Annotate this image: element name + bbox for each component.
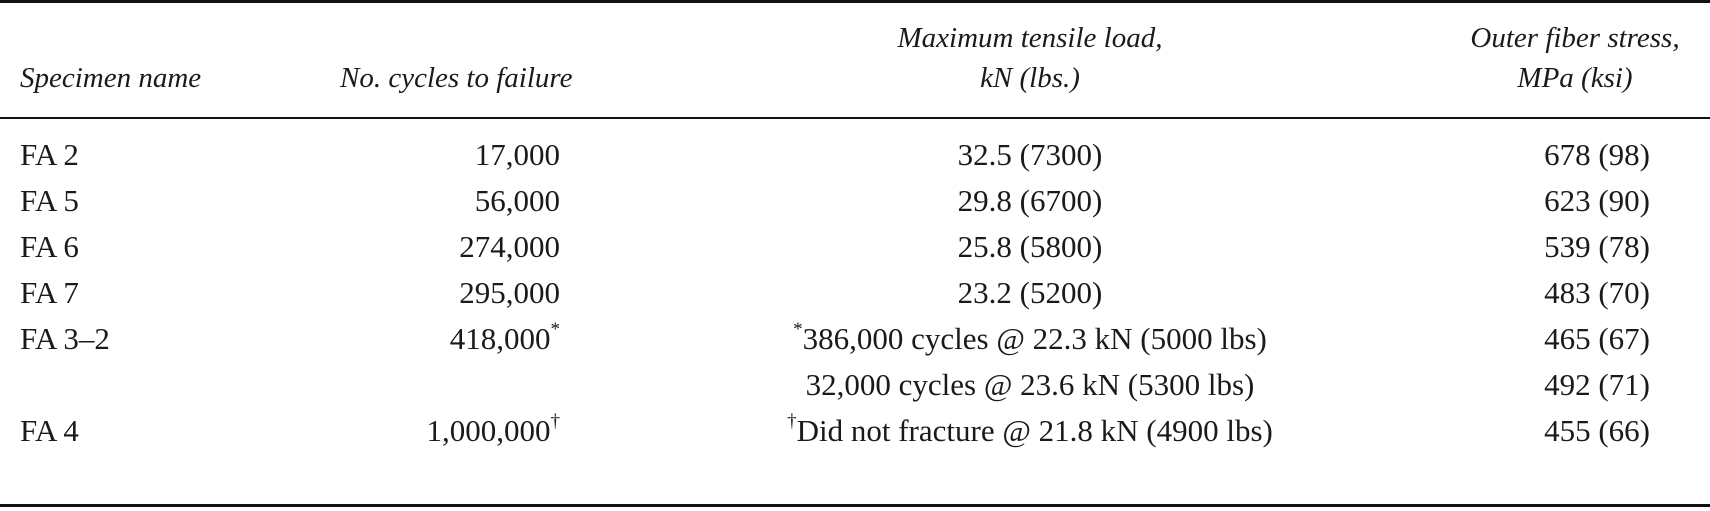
load-value: 32.5 (7300) (957, 137, 1103, 172)
cycles-value: 1,000,000 (426, 413, 551, 448)
cycles-cell: 17,000 (475, 134, 560, 176)
load-value: 23.2 (5200) (957, 275, 1103, 310)
cycles-cell: 418,000* (450, 318, 560, 360)
header-specimen-name-text: Specimen name (20, 62, 202, 94)
load-value: Did not fracture @ 21.8 kN (4900 lbs) (796, 413, 1273, 448)
header-divider-rule (0, 117, 1710, 119)
cycles-footnote-mark: * (550, 318, 561, 340)
cycles-value: 295,000 (459, 275, 560, 310)
header-max-tensile-load: Maximum tensile load, kN (lbs.) (820, 18, 1240, 98)
header-max-tensile-load-line2: kN (lbs.) (980, 62, 1080, 94)
table-row: FA 3–2 418,000* *386,000 cycles @ 22.3 k… (0, 318, 1710, 360)
load-value: 29.8 (6700) (957, 183, 1103, 218)
stress-cell: 492 (71) (1544, 367, 1650, 402)
header-cycles-to-failure: No. cycles to failure (340, 58, 572, 98)
load-value: 25.8 (5800) (957, 229, 1103, 264)
stress-cell: 465 (67) (1544, 321, 1650, 356)
load-cell: †Did not fracture @ 21.8 kN (4900 lbs) (730, 410, 1330, 452)
table-row: FA 2 17,000 32.5 (7300) 678 (98) (0, 134, 1710, 176)
header-cycles-to-failure-text: No. cycles to failure (340, 62, 573, 94)
header-outer-fiber-stress-line2: MPa (ksi) (1517, 62, 1633, 94)
cycles-value: 418,000 (449, 321, 551, 356)
header-specimen-name: Specimen name (20, 58, 201, 98)
table-row: FA 7 295,000 23.2 (5200) 483 (70) (0, 272, 1710, 314)
table-row: FA 5 56,000 29.8 (6700) 623 (90) (0, 180, 1710, 222)
specimen-cell: FA 5 (20, 183, 79, 218)
header-outer-fiber-stress: Outer fiber stress, MPa (ksi) (1440, 18, 1710, 98)
cycles-cell: 56,000 (475, 180, 560, 222)
table-bottom-rule (0, 504, 1710, 507)
specimen-cell: FA 4 (20, 413, 79, 448)
load-cell: 32,000 cycles @ 23.6 kN (5300 lbs) (730, 364, 1330, 406)
stress-cell: 455 (66) (1544, 413, 1650, 448)
load-footnote-mark: * (793, 318, 803, 340)
load-cell: 32.5 (7300) (730, 134, 1330, 176)
load-cell: 29.8 (6700) (730, 180, 1330, 222)
load-footnote-mark: † (787, 410, 797, 432)
load-cell: *386,000 cycles @ 22.3 kN (5000 lbs) (730, 318, 1330, 360)
table-row: FA 6 274,000 25.8 (5800) 539 (78) (0, 226, 1710, 268)
table-top-rule (0, 0, 1710, 3)
header-max-tensile-load-line1: Maximum tensile load, (897, 22, 1163, 54)
load-cell: 23.2 (5200) (730, 272, 1330, 314)
cycles-value: 274,000 (459, 229, 560, 264)
cycles-cell: 274,000 (459, 226, 560, 268)
table-row: 32,000 cycles @ 23.6 kN (5300 lbs) 492 (… (0, 364, 1710, 406)
specimen-cell: FA 3–2 (20, 321, 110, 356)
specimen-cell: FA 2 (20, 137, 79, 172)
header-outer-fiber-stress-line1: Outer fiber stress, (1470, 22, 1680, 54)
cycles-value: 56,000 (474, 183, 560, 218)
specimen-cell: FA 7 (20, 275, 79, 310)
cycles-cell: 295,000 (459, 272, 560, 314)
stress-cell: 678 (98) (1544, 137, 1650, 172)
stress-cell: 623 (90) (1544, 183, 1650, 218)
specimen-cell: FA 6 (20, 229, 79, 264)
cycles-value: 17,000 (474, 137, 560, 172)
cycles-footnote-mark: † (550, 410, 561, 432)
load-value: 32,000 cycles @ 23.6 kN (5300 lbs) (805, 367, 1255, 402)
cycles-cell: 1,000,000† (427, 410, 561, 452)
load-value: 386,000 cycles @ 22.3 kN (5000 lbs) (802, 321, 1267, 356)
load-cell: 25.8 (5800) (730, 226, 1330, 268)
stress-cell: 483 (70) (1544, 275, 1650, 310)
table-row: FA 4 1,000,000† †Did not fracture @ 21.8… (0, 410, 1710, 452)
stress-cell: 539 (78) (1544, 229, 1650, 264)
